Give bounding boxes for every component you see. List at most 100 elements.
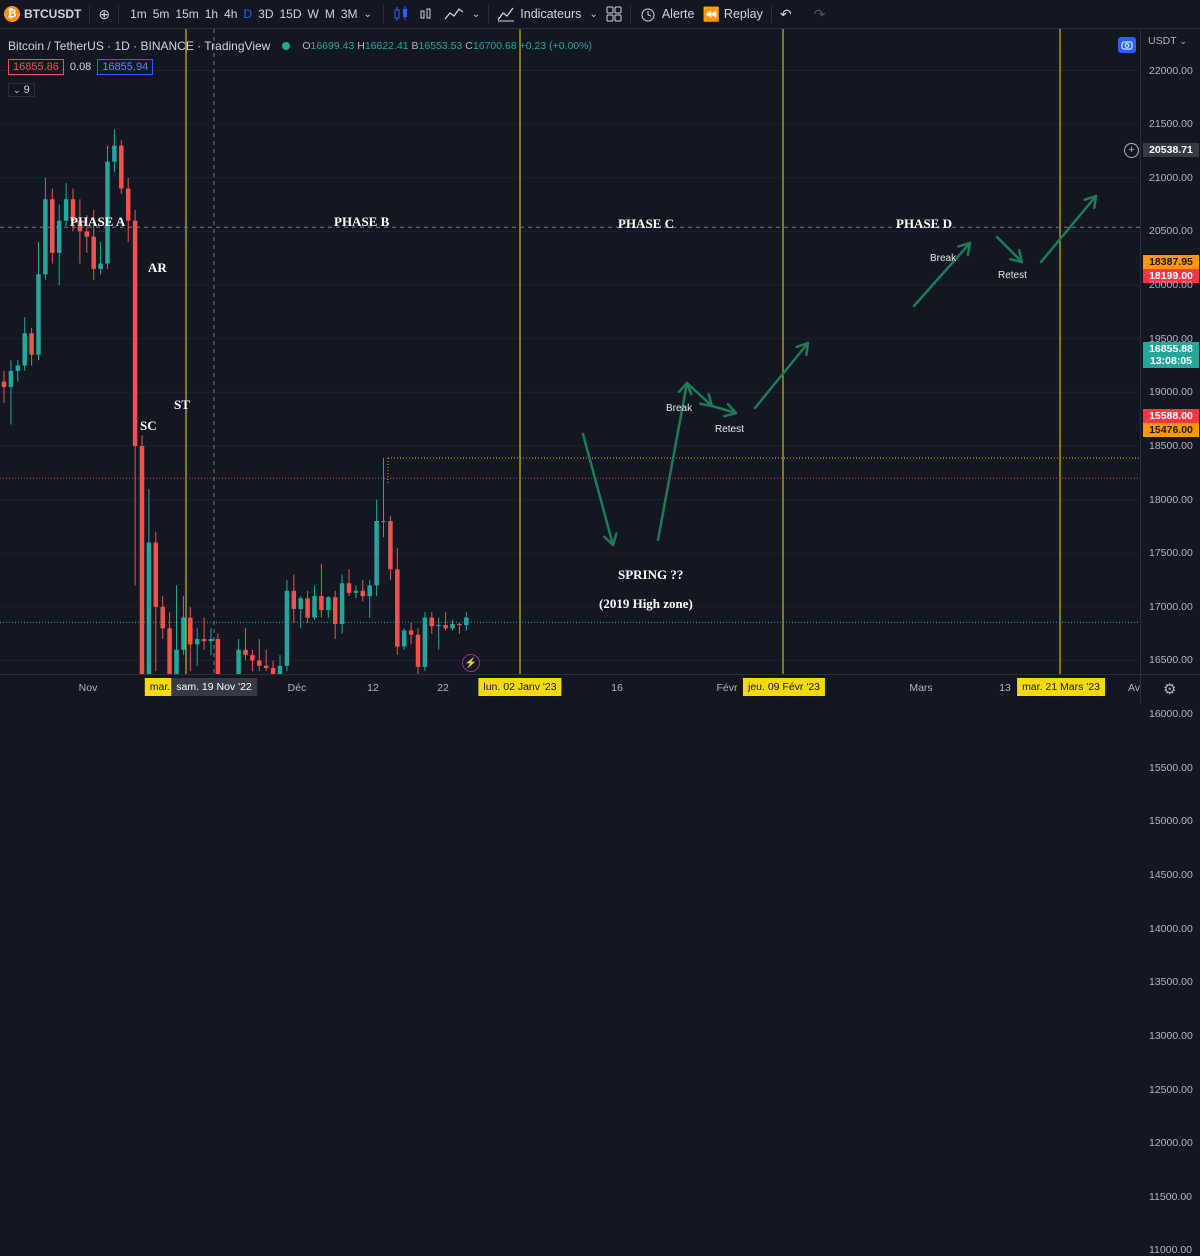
drawing-arrow-line	[581, 432, 615, 547]
ar-label: AR	[148, 260, 167, 275]
interval-button-4h[interactable]: 4h	[224, 7, 238, 21]
chevron-down-icon: ⌄	[1179, 36, 1187, 46]
candle-body	[22, 333, 27, 366]
interval-button-5m[interactable]: 5m	[152, 7, 170, 21]
retest-label-phase-c: Retest	[715, 424, 744, 435]
time-tick-dec: Déc	[287, 682, 307, 694]
candle-body	[15, 365, 21, 371]
high-value: 16822.41	[364, 40, 409, 52]
compare-add-button[interactable]: ⊕	[94, 0, 114, 28]
chart-type-dropdown[interactable]: ⌄	[468, 0, 484, 28]
break-label-phase-c: Break	[666, 403, 693, 414]
bars-type-button[interactable]	[414, 0, 440, 28]
candle-body	[395, 569, 400, 647]
sell-price-button[interactable]: 16855.86	[8, 59, 64, 75]
camera-icon	[1121, 41, 1133, 50]
chart-pane[interactable]: Bitcoin / TetherUS · 1D · BINANCE · Trad…	[0, 29, 1140, 674]
redo-icon: ↷	[813, 5, 826, 22]
interval-button-1m[interactable]: 1m	[130, 7, 147, 21]
undo-button[interactable]: ↶	[776, 0, 796, 28]
chart-settings-corner: ⚙	[1140, 674, 1200, 703]
time-tag-jan2: lun. 02 Janv '23	[478, 678, 562, 696]
candle-body	[139, 445, 145, 674]
time-tick-13: 13	[999, 682, 1011, 694]
interval-group: 1m 5m 15m 1h 4h D 3D 15D W M 3M ⌄	[123, 0, 379, 28]
alert-label: Alerte	[661, 7, 695, 21]
low-value: 16553.53	[418, 40, 463, 52]
candle-body	[250, 655, 255, 661]
close-label: C	[465, 40, 473, 52]
redo-button[interactable]: ↷	[810, 0, 830, 28]
interval-button-m[interactable]: M	[324, 7, 335, 21]
settings-gear-button[interactable]: ⚙	[1163, 680, 1176, 698]
alarm-clock-icon	[641, 8, 655, 22]
candle-body	[70, 199, 76, 221]
interval-button-w[interactable]: W	[307, 7, 319, 21]
candle-body	[305, 598, 310, 618]
candle-body	[443, 625, 448, 629]
layout-templates-button[interactable]	[602, 0, 626, 28]
candle-body	[291, 590, 297, 609]
add-alert-plus-icon[interactable]: +	[1124, 143, 1139, 158]
price-tick: 15500.00	[1149, 761, 1193, 774]
candle-body	[263, 665, 269, 668]
candle-body	[63, 199, 69, 221]
price-axis[interactable]: USDT ⌄ 20538.71 + 18387.95 18199.00 1685…	[1124, 29, 1200, 1256]
bitcoin-logo-icon: ₿	[4, 6, 20, 22]
indicators-dropdown[interactable]: ⌄	[585, 0, 601, 28]
screenshot-button[interactable]	[1118, 37, 1136, 53]
time-tick-mars: Mars	[909, 682, 933, 694]
sc-label: SC	[140, 418, 157, 433]
open-label: O	[302, 40, 311, 52]
drawing-arrow-head	[603, 532, 618, 547]
interval-button-15m[interactable]: 15m	[175, 7, 199, 21]
time-tick-fevr: Févr	[716, 682, 738, 694]
market-open-dot-icon	[282, 42, 291, 50]
interval-dropdown-icon[interactable]: ⌄	[363, 8, 372, 20]
time-axis[interactable]: Nov mar. sam. 19 Nov '22 Déc 12 22 lun. …	[0, 674, 1140, 703]
time-tick-12: 12	[367, 682, 379, 694]
candle-body	[270, 667, 276, 674]
candle-body	[450, 624, 455, 629]
line-type-button[interactable]	[440, 0, 468, 28]
line-chart-icon	[444, 8, 464, 20]
alert-button[interactable]: Alerte	[635, 0, 699, 28]
candle-body	[105, 161, 110, 264]
legend-symbol-title: Bitcoin / TetherUS · 1D · BINANCE · Trad…	[8, 39, 271, 53]
candles-type-button[interactable]	[388, 0, 414, 28]
candle-body	[84, 231, 90, 237]
open-value: 16699.43	[310, 40, 355, 52]
lightning-icon[interactable]: ⚡	[462, 654, 480, 672]
interval-button-d[interactable]: D	[243, 7, 253, 21]
indicators-icon	[497, 7, 515, 22]
indicator-count: 9	[23, 84, 30, 96]
drawing-arrow-head	[1083, 194, 1098, 210]
toolbar-divider	[89, 5, 91, 23]
interval-button-1h[interactable]: 1h	[204, 7, 219, 21]
break-label-phase-d: Break	[930, 253, 957, 264]
currency-label[interactable]: USDT ⌄	[1148, 35, 1187, 47]
replay-button[interactable]: ⏪ Replay	[698, 0, 766, 28]
price-tick: 12000.00	[1149, 1137, 1193, 1150]
drawing-arrow-head	[723, 402, 738, 418]
indicators-button[interactable]: Indicateurs	[493, 0, 585, 28]
chevron-down-icon: ⌄	[589, 8, 598, 20]
candle-body	[422, 617, 428, 667]
interval-button-15d[interactable]: 15D	[279, 7, 302, 21]
spread-value: 0.08	[69, 61, 92, 73]
interval-button-3m[interactable]: 3M	[340, 7, 358, 21]
price-tick: 20500.00	[1149, 225, 1193, 238]
buy-price-button[interactable]: 16855.94	[97, 59, 154, 75]
last-price-value: 16855.88	[1149, 343, 1193, 355]
interval-button-3d[interactable]: 3D	[258, 7, 274, 21]
phase-d-label: PHASE D	[896, 216, 952, 231]
candle-body	[56, 220, 62, 253]
price-tick: 13000.00	[1149, 1029, 1193, 1042]
indicators-collapse-toggle[interactable]: ⌄ 9	[8, 83, 35, 97]
time-tick-22: 22	[437, 682, 449, 694]
price-tick: 17000.00	[1149, 600, 1193, 613]
symbol-search[interactable]: ₿ BTCUSDT	[0, 0, 85, 28]
price-chart[interactable]	[0, 29, 1140, 674]
candle-body	[243, 649, 248, 656]
legend-ohlc: O16699.43 H16822.41 B16553.53 C16700.68 …	[302, 40, 592, 52]
